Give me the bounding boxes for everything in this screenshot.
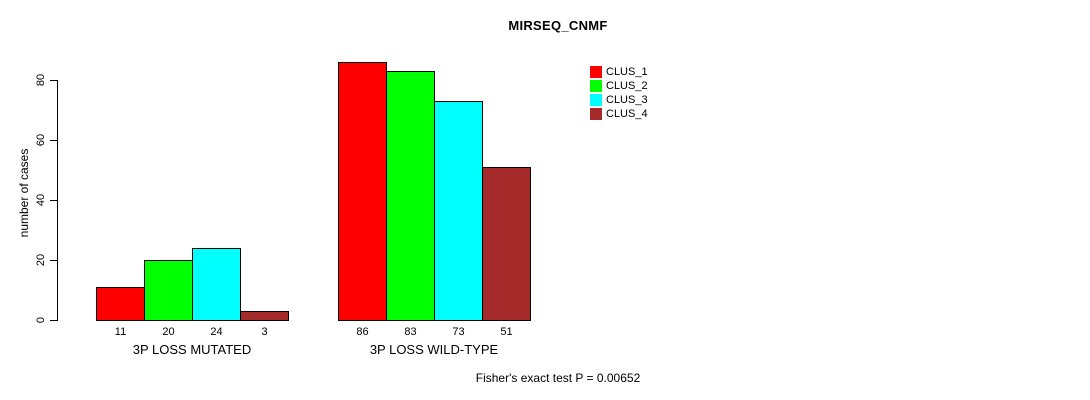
y-axis-tick-label-80: 80 bbox=[35, 73, 47, 87]
legend-color-swatch-clus_4 bbox=[590, 108, 602, 120]
bar-value-label-clus_1-group1: 11 bbox=[114, 326, 127, 338]
bar-clus_4-group2 bbox=[482, 167, 531, 321]
bar-value-label-clus_3-group1: 24 bbox=[210, 326, 223, 338]
fisher-test-annotation: Fisher's exact test P = 0.00652 bbox=[475, 371, 641, 385]
bar-clus_4-group1 bbox=[240, 311, 289, 321]
bar-clus_3-group2 bbox=[434, 101, 483, 321]
bar-value-label-clus_1-group2: 86 bbox=[356, 326, 369, 338]
y-axis-tick-80 bbox=[50, 80, 57, 81]
bar-clus_2-group2 bbox=[386, 71, 435, 321]
legend-color-swatch-clus_2 bbox=[590, 80, 602, 92]
bar-clus_3-group1 bbox=[192, 248, 241, 321]
bar-value-label-clus_4-group1: 3 bbox=[261, 326, 268, 338]
y-axis-tick-40 bbox=[50, 200, 57, 201]
bar-value-label-clus_4-group2: 51 bbox=[500, 326, 513, 338]
legend-color-swatch-clus_1 bbox=[590, 66, 602, 78]
y-axis-tick-label-40: 40 bbox=[35, 193, 47, 207]
y-axis-tick-label-0: 0 bbox=[35, 316, 47, 324]
bar-value-label-clus_2-group2: 83 bbox=[404, 326, 417, 338]
y-axis-line bbox=[57, 80, 58, 321]
bar-clus_1-group2 bbox=[338, 62, 387, 321]
legend-label-clus_2: CLUS_2 bbox=[606, 80, 648, 92]
bar-value-label-clus_3-group2: 73 bbox=[452, 326, 465, 338]
chart-title: MIRSEQ_CNMF bbox=[508, 18, 608, 33]
y-axis-label: number of cases bbox=[17, 148, 31, 238]
y-axis-tick-label-60: 60 bbox=[35, 133, 47, 147]
x-axis-category-label-2: 3P LOSS WILD-TYPE bbox=[369, 342, 499, 357]
y-axis-tick-0 bbox=[50, 320, 57, 321]
bar-clus_1-group1 bbox=[96, 287, 145, 321]
y-axis-tick-20 bbox=[50, 260, 57, 261]
bar-clus_2-group1 bbox=[144, 260, 193, 321]
bar-value-label-clus_2-group1: 20 bbox=[162, 326, 175, 338]
legend-label-clus_1: CLUS_1 bbox=[606, 66, 648, 78]
legend-label-clus_3: CLUS_3 bbox=[606, 94, 648, 106]
legend-label-clus_4: CLUS_4 bbox=[606, 108, 648, 120]
y-axis-tick-60 bbox=[50, 140, 57, 141]
x-axis-category-label-1: 3P LOSS MUTATED bbox=[132, 342, 252, 357]
legend-color-swatch-clus_3 bbox=[590, 94, 602, 106]
y-axis-tick-label-20: 20 bbox=[35, 253, 47, 267]
